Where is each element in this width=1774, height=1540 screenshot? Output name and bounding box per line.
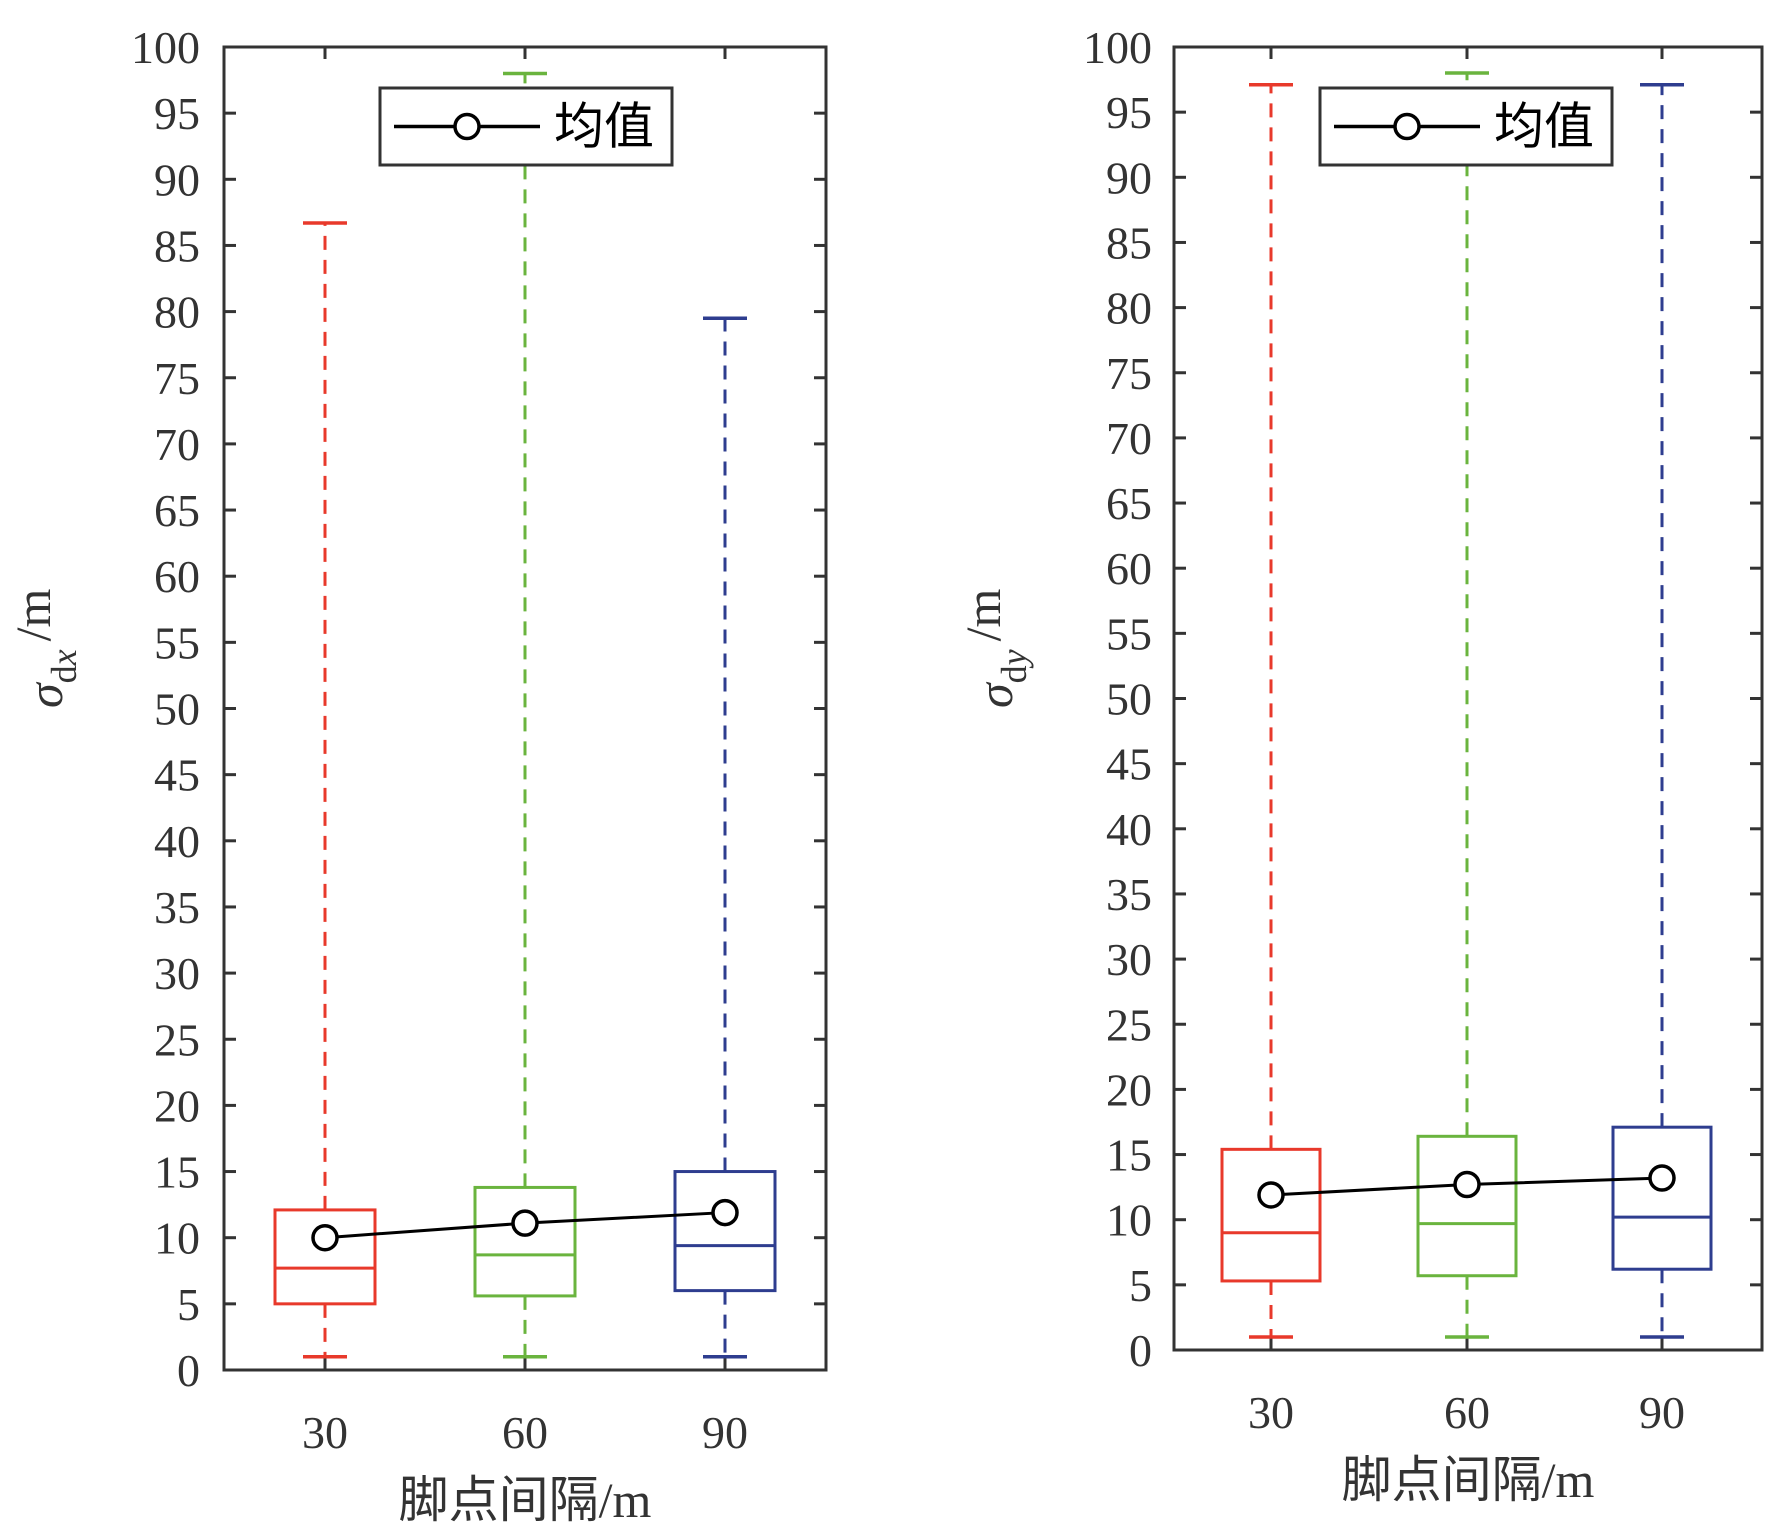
y-tick-label: 15 [1106,1130,1152,1181]
legend-label: 均值 [1494,99,1594,155]
y-tick-label: 35 [1106,869,1152,920]
box-plot-30 [1220,83,1322,1339]
y-axis-title-subscript-var: x [44,649,84,666]
y-tick-label: 85 [1106,217,1152,268]
y-tick-label: 100 [131,22,200,73]
y-tick-label: 75 [154,353,200,404]
x-tick-label: 60 [1444,1387,1490,1438]
y-tick-label: 5 [177,1279,200,1330]
y-tick-label: 25 [1106,999,1152,1050]
legend: 均值 [378,86,674,167]
mean-marker-30 [311,1223,339,1252]
x-tick-label: 30 [302,1407,348,1458]
iqr-box [473,1185,577,1298]
y-tick-label: 0 [177,1345,200,1396]
y-axis-title-subscript: d [44,665,84,683]
y-tick-label: 70 [1106,413,1152,464]
box-plot-90 [673,316,777,1359]
y-axis-title-symbol: σ [17,681,73,708]
iqr-box [1416,1134,1518,1278]
box-plot-90 [1611,83,1713,1339]
y-tick-label: 40 [1106,804,1152,855]
y-tick-label: 25 [154,1014,200,1065]
y-axis-title-symbol: σ [967,681,1023,708]
y-tick-label: 90 [1106,152,1152,203]
y-tick-label: 50 [1106,674,1152,725]
y-axis-title: σdx/m [5,588,84,708]
y-tick-label: 85 [154,220,200,271]
iqr-box [273,1208,377,1306]
iqr-box [1220,1147,1322,1283]
y-tick-label: 45 [1106,739,1152,790]
box-plot-60 [1416,71,1518,1339]
mean-marker-30 [1257,1181,1285,1209]
y-tick-label: 40 [154,816,200,867]
mean-marker-90 [711,1198,739,1227]
x-tick-label: 30 [1248,1387,1294,1438]
y-tick-label: 65 [154,485,200,536]
y-tick-label: 5 [1129,1260,1152,1311]
y-tick-label: 75 [1106,348,1152,399]
y-tick-label: 20 [1106,1064,1152,1115]
left-chart-panel: 0 5 10 15 20 25 30 35 40 45 50 55 60 65 70 75 80 85 90 95 10… [5,22,828,1528]
box-plot-30 [273,221,377,1359]
x-tick-label: 90 [702,1407,748,1458]
y-tick-label: 95 [154,88,200,139]
y-tick-label: 65 [1106,478,1152,529]
mean-marker-90 [1648,1164,1676,1192]
iqr-box [673,1170,777,1293]
y-tick-label: 0 [1129,1325,1152,1376]
legend: 均值 [1318,86,1614,167]
y-tick-label: 90 [154,154,200,205]
box-plot-60 [473,71,577,1359]
y-tick-label: 30 [1106,934,1152,985]
y-axis-title-subscript-var: y [994,649,1034,668]
x-tick-label: 90 [1639,1387,1685,1438]
y-tick-label: 70 [154,419,200,470]
y-tick-label: 10 [1106,1195,1152,1246]
y-tick-label: 60 [1106,543,1152,594]
y-tick-label: 95 [1106,87,1152,138]
y-tick-label: 60 [154,551,200,602]
y-axis-title-unit: /m [5,588,61,641]
y-tick-label: 55 [1106,608,1152,659]
x-tick-label: 60 [502,1407,548,1458]
y-tick-label: 30 [154,948,200,999]
y-tick-label: 10 [154,1213,200,1264]
x-axis-title: 脚点间隔/m [399,1472,652,1528]
mean-marker-60 [1453,1170,1481,1199]
y-tick-label: 80 [1106,283,1152,334]
x-axis-title: 脚点间隔/m [1342,1452,1595,1508]
right-chart-panel: 0 5 10 15 20 25 30 35 40 45 50 55 60 65 70 75 80 85 90 95 10… [955,22,1764,1508]
y-tick-label: 100 [1083,22,1152,73]
mean-marker-60 [511,1209,539,1237]
y-tick-label: 20 [154,1080,200,1131]
y-tick-label: 15 [154,1147,200,1198]
y-tick-label: 45 [154,750,200,801]
y-tick-label: 80 [154,287,200,338]
y-tick-label: 35 [154,882,200,933]
legend-marker-sample [1393,112,1421,141]
y-tick-label: 55 [154,617,200,668]
y-axis-title-unit: /m [955,588,1011,641]
y-tick-label: 50 [154,684,200,735]
y-axis-title-subscript: d [994,665,1034,683]
y-axis-title: σdy/m [955,588,1034,708]
legend-marker-sample [453,112,481,141]
legend-label: 均值 [554,99,654,155]
iqr-box [1611,1125,1713,1271]
